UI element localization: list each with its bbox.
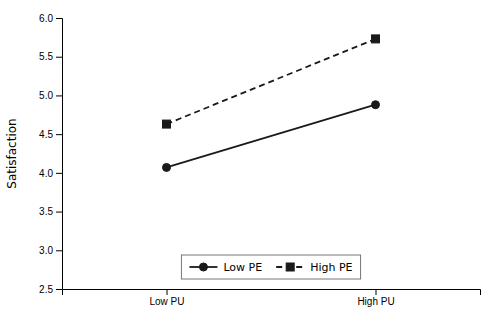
y-axis-title: Satisfaction: [5, 118, 19, 188]
y-axis-line: [56, 19, 63, 290]
series-line: [167, 39, 376, 124]
y-tick-mark: [56, 212, 62, 213]
x-tick-mark: [167, 289, 168, 295]
legend-frame: [181, 255, 360, 279]
y-tick-mark: [56, 250, 62, 251]
legend: Low PE High PE: [181, 255, 360, 279]
legend-label: Low PE: [223, 261, 262, 274]
y-tick-mark: [56, 289, 62, 290]
y-tick: 3.0: [39, 245, 62, 256]
y-tick-mark: [56, 134, 62, 135]
y-tick-label: 4.5: [39, 129, 53, 140]
y-axis: 2.5 3.0 3.5 4.0 4.5 5.0 5.5 6.0: [39, 13, 62, 295]
x-tick-label: Low PU: [149, 296, 184, 307]
y-tick-mark: [56, 57, 62, 58]
y-tick: 4.5: [39, 129, 62, 140]
y-tick: 3.5: [39, 206, 62, 217]
legend-marker: [199, 263, 207, 271]
y-tick: 5.0: [39, 90, 62, 101]
chart: 2.53.03.54.04.55.05.56.0Low PUHigh PULow…: [0, 0, 500, 325]
y-tick-label: 2.5: [39, 284, 53, 295]
y-tick: 6.0: [39, 13, 62, 24]
legend-marker: [286, 263, 294, 271]
x-axis: Low PU High PU: [63, 289, 481, 307]
x-tick-mark: [376, 289, 377, 295]
x-tick: High PU: [357, 289, 394, 307]
y-tick: 2.5: [39, 284, 62, 295]
plot: 2.53.03.54.04.55.05.56.0Low PUHigh PULow…: [39, 13, 480, 307]
y-tick-label: 5.5: [39, 51, 53, 62]
point: [163, 120, 171, 128]
y-tick-label: 3.5: [39, 206, 53, 217]
x-tick-label: High PU: [357, 296, 394, 307]
x-tick: Low PU: [149, 289, 184, 307]
y-tick-mark: [56, 173, 62, 174]
y-tick-label: 3.0: [39, 245, 53, 256]
y-tick-mark: [56, 95, 62, 96]
legend-item: High PE: [276, 261, 352, 274]
y-tick-mark: [56, 18, 62, 19]
y-tick-label: 6.0: [39, 13, 53, 24]
legend-item: Low PE: [189, 261, 262, 274]
y-tick-label: 4.0: [39, 168, 53, 179]
y-tick: 4.0: [39, 168, 62, 179]
y-tick-label: 5.0: [39, 90, 53, 101]
legend-label: High PE: [310, 261, 352, 274]
y-tick: 5.5: [39, 51, 62, 62]
series-line: [167, 105, 376, 168]
point: [372, 35, 380, 43]
point: [372, 101, 380, 109]
marks: [163, 35, 380, 172]
point: [163, 163, 171, 171]
x-axis-line: [63, 290, 481, 296]
